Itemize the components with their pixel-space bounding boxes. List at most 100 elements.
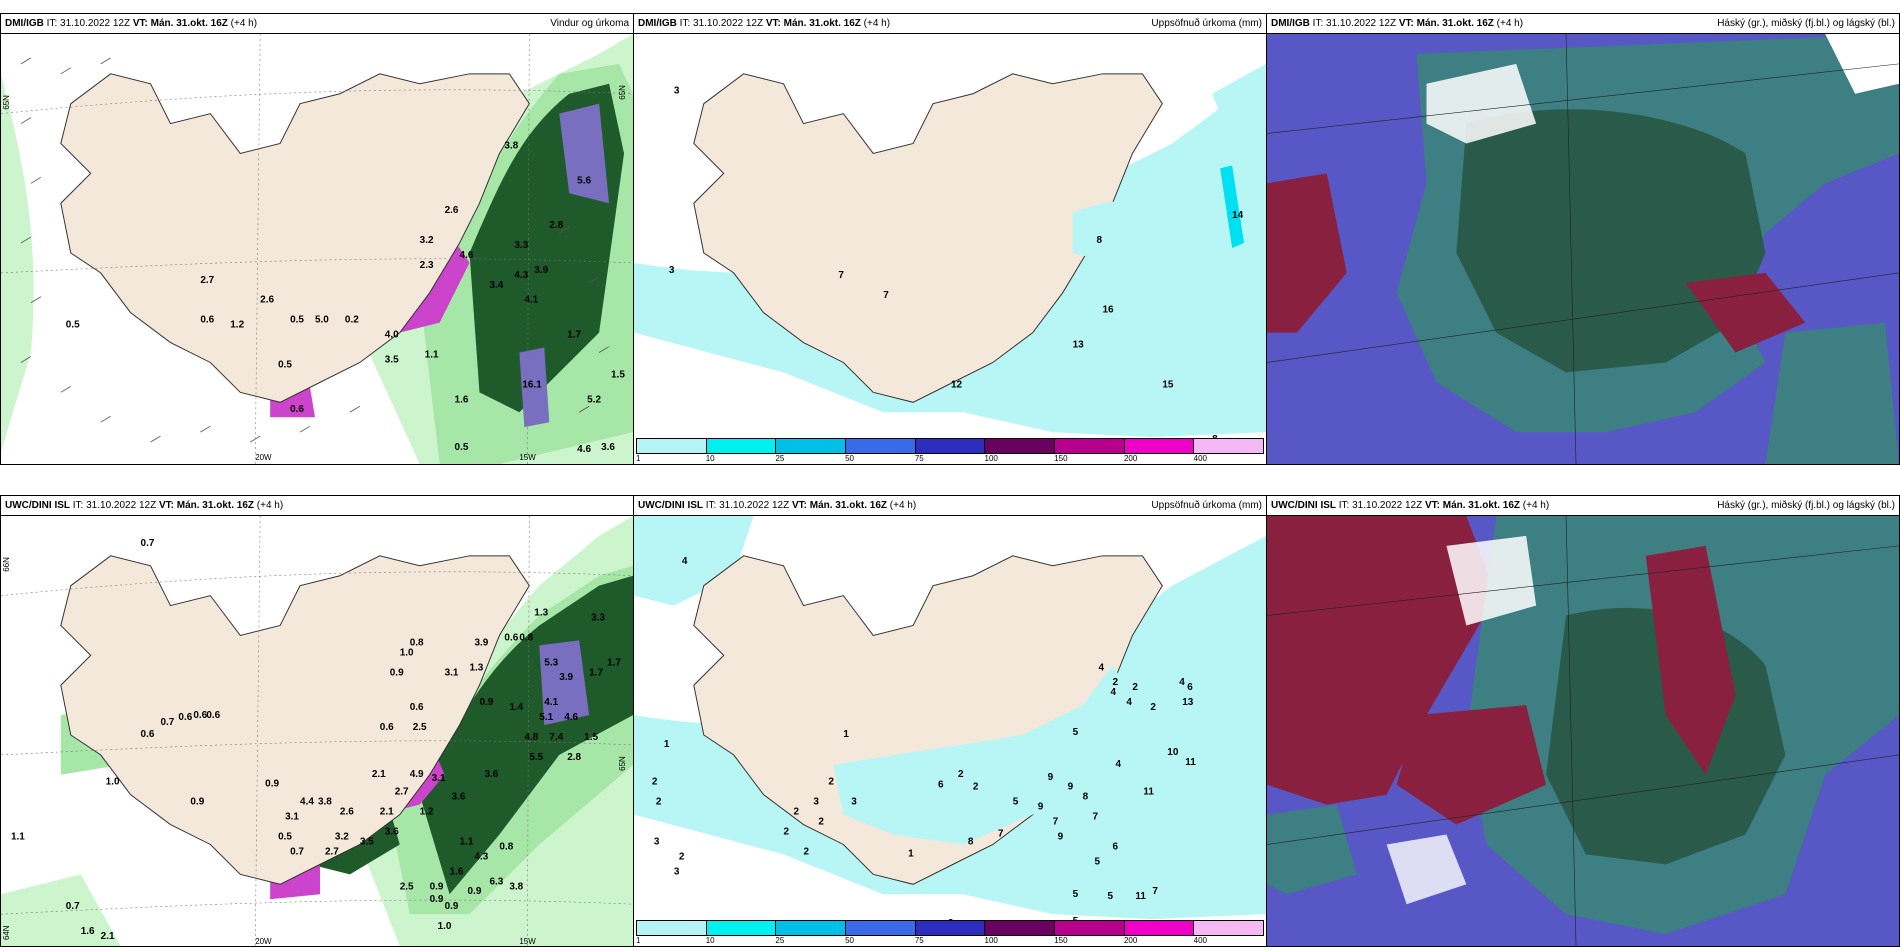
vt-label: VT: — [791, 500, 807, 511]
value-label: 6 — [938, 780, 944, 791]
value-label: 5.0 — [315, 315, 329, 326]
value-label: 0.9 — [430, 881, 444, 892]
lead-time: (+4 h) — [256, 500, 284, 511]
legend-tick: 50 — [845, 454, 855, 463]
value-label: 0.2 — [345, 315, 359, 326]
cloud-high-region — [1267, 804, 1357, 895]
panel-header: UWC/DINI ISL IT: 31.10.2022 12Z VT: Mán.… — [1, 496, 633, 516]
axis-label-lat: 65N — [2, 95, 11, 110]
value-label: 2.8 — [567, 752, 581, 763]
legend-tick: 200 — [1123, 936, 1138, 945]
it-value: 31.10.2022 12Z — [719, 500, 790, 511]
vt-label: VT: — [1398, 18, 1414, 29]
legend-tick: 50 — [845, 936, 855, 945]
value-label: 15 — [1162, 379, 1174, 390]
model-name: DMI/IGB — [1271, 18, 1310, 29]
value-label: 2 — [784, 827, 790, 838]
value-label: 3.1 — [285, 812, 299, 823]
value-label: 2.1 — [372, 769, 386, 780]
panel-uwc-cloud: UWC/DINI ISL IT: 31.10.2022 12Z VT: Mán.… — [1266, 495, 1900, 947]
vt-value: Mán. 31.okt. 16Z — [150, 18, 228, 29]
value-label: 1 — [843, 729, 849, 740]
value-label: 1.1 — [460, 836, 474, 847]
legend-swatch — [1124, 439, 1195, 453]
value-label: 1.5 — [611, 369, 625, 380]
legend-ticks: 1 10 25 50 75 100 150 200 400 — [636, 936, 1264, 946]
value-label: 6 — [1187, 682, 1193, 693]
legend-tick: 10 — [705, 454, 715, 463]
value-label: 11 — [1135, 891, 1146, 902]
value-label: 7.4 — [549, 732, 563, 743]
legend-swatch — [637, 439, 707, 453]
value-label: 0.6 — [178, 712, 192, 723]
cloud-high-region — [1825, 34, 1899, 94]
value-label: 5 — [1095, 856, 1101, 867]
axis-label-lat: 66N — [2, 557, 11, 572]
value-label: 0.7 — [141, 538, 155, 549]
value-label: 4.0 — [385, 330, 399, 341]
value-label: 4.9 — [410, 769, 424, 780]
cloud-cover-map — [1267, 516, 1899, 946]
accum-precip-map: 4 1 2 2 3 2 3 1 2 3 2 2 2 2 3 6 2 2 5 4 — [634, 516, 1266, 946]
value-label: 7 — [838, 270, 844, 281]
value-label: 2 — [958, 769, 964, 780]
value-label: 2 — [1132, 682, 1138, 693]
axis-labels: 20W 15W 66N 65N 64N — [2, 557, 627, 946]
vt-value: Mán. 31.okt. 16Z — [809, 500, 887, 511]
legend-tick: 75 — [914, 936, 924, 945]
vt-value: Mán. 31.okt. 16Z — [1442, 500, 1520, 511]
value-label: 3 — [669, 265, 675, 276]
model-name: UWC/DINI ISL — [5, 500, 70, 511]
model-name: DMI/IGB — [638, 18, 677, 29]
legend-swatches — [636, 920, 1264, 936]
it-value: 31.10.2022 12Z — [86, 500, 157, 511]
value-label: 1 — [664, 739, 670, 750]
axis-label-lon: 15W — [519, 937, 536, 946]
value-label: 4.1 — [524, 295, 538, 306]
value-label: 5.3 — [544, 657, 558, 668]
value-label: 2.7 — [395, 787, 409, 798]
value-label: 4.3 — [475, 851, 489, 862]
value-label: 0.9 — [390, 667, 404, 678]
value-label: 3.2 — [420, 235, 434, 246]
value-label: 3.3 — [591, 613, 605, 624]
value-label: 1.3 — [470, 662, 484, 673]
value-label: 7 — [1152, 886, 1158, 897]
cloud-high-region — [1386, 834, 1467, 905]
value-label: 0.6 — [200, 315, 214, 326]
axis-label-lon: 20W — [255, 453, 272, 462]
legend-swatches — [636, 438, 1264, 454]
high-accum-patch — [1220, 165, 1245, 249]
wind-barbs — [20, 57, 610, 443]
value-label: 3 — [654, 836, 660, 847]
panel-uwc-accum: UWC/DINI ISL IT: 31.10.2022 12Z VT: Mán.… — [633, 495, 1267, 947]
legend-tick: 100 — [984, 936, 998, 945]
legend-tick: 75 — [914, 454, 924, 463]
iceland-land — [60, 73, 530, 403]
model-name: DMI/IGB — [5, 18, 44, 29]
legend-swatch — [1194, 439, 1264, 453]
panel-uwc-wind: UWC/DINI ISL IT: 31.10.2022 12Z VT: Mán.… — [0, 495, 634, 947]
value-label: 0.6 — [504, 632, 518, 643]
value-label: 5 — [1013, 797, 1019, 808]
it-label: IT: — [679, 18, 691, 29]
value-label: 2.6 — [260, 295, 274, 306]
value-label: 1.5 — [584, 732, 598, 743]
legend-tick: 400 — [1193, 454, 1208, 463]
value-label: 0.9 — [445, 901, 459, 912]
legend-swatch — [1124, 921, 1195, 935]
value-label: 3.3 — [514, 240, 528, 251]
value-label: 0.9 — [190, 797, 204, 808]
value-label: 0.6 — [193, 710, 207, 721]
value-label: 5 — [1073, 727, 1079, 738]
lead-time: (+4 h) — [889, 500, 917, 511]
value-label: 6.3 — [489, 876, 503, 887]
value-label: 2.3 — [420, 260, 434, 271]
value-label: 0.6 — [380, 722, 394, 733]
axis-label-lon: 20W — [255, 937, 272, 946]
value-label: 16 — [1103, 305, 1115, 316]
cloud-red-region — [1267, 516, 1497, 805]
value-label: 9 — [1068, 782, 1074, 793]
value-label: 0.8 — [499, 841, 513, 852]
panel-dmi-accum: DMI/IGB IT: 31.10.2022 12Z VT: Mán. 31.o… — [633, 13, 1267, 465]
